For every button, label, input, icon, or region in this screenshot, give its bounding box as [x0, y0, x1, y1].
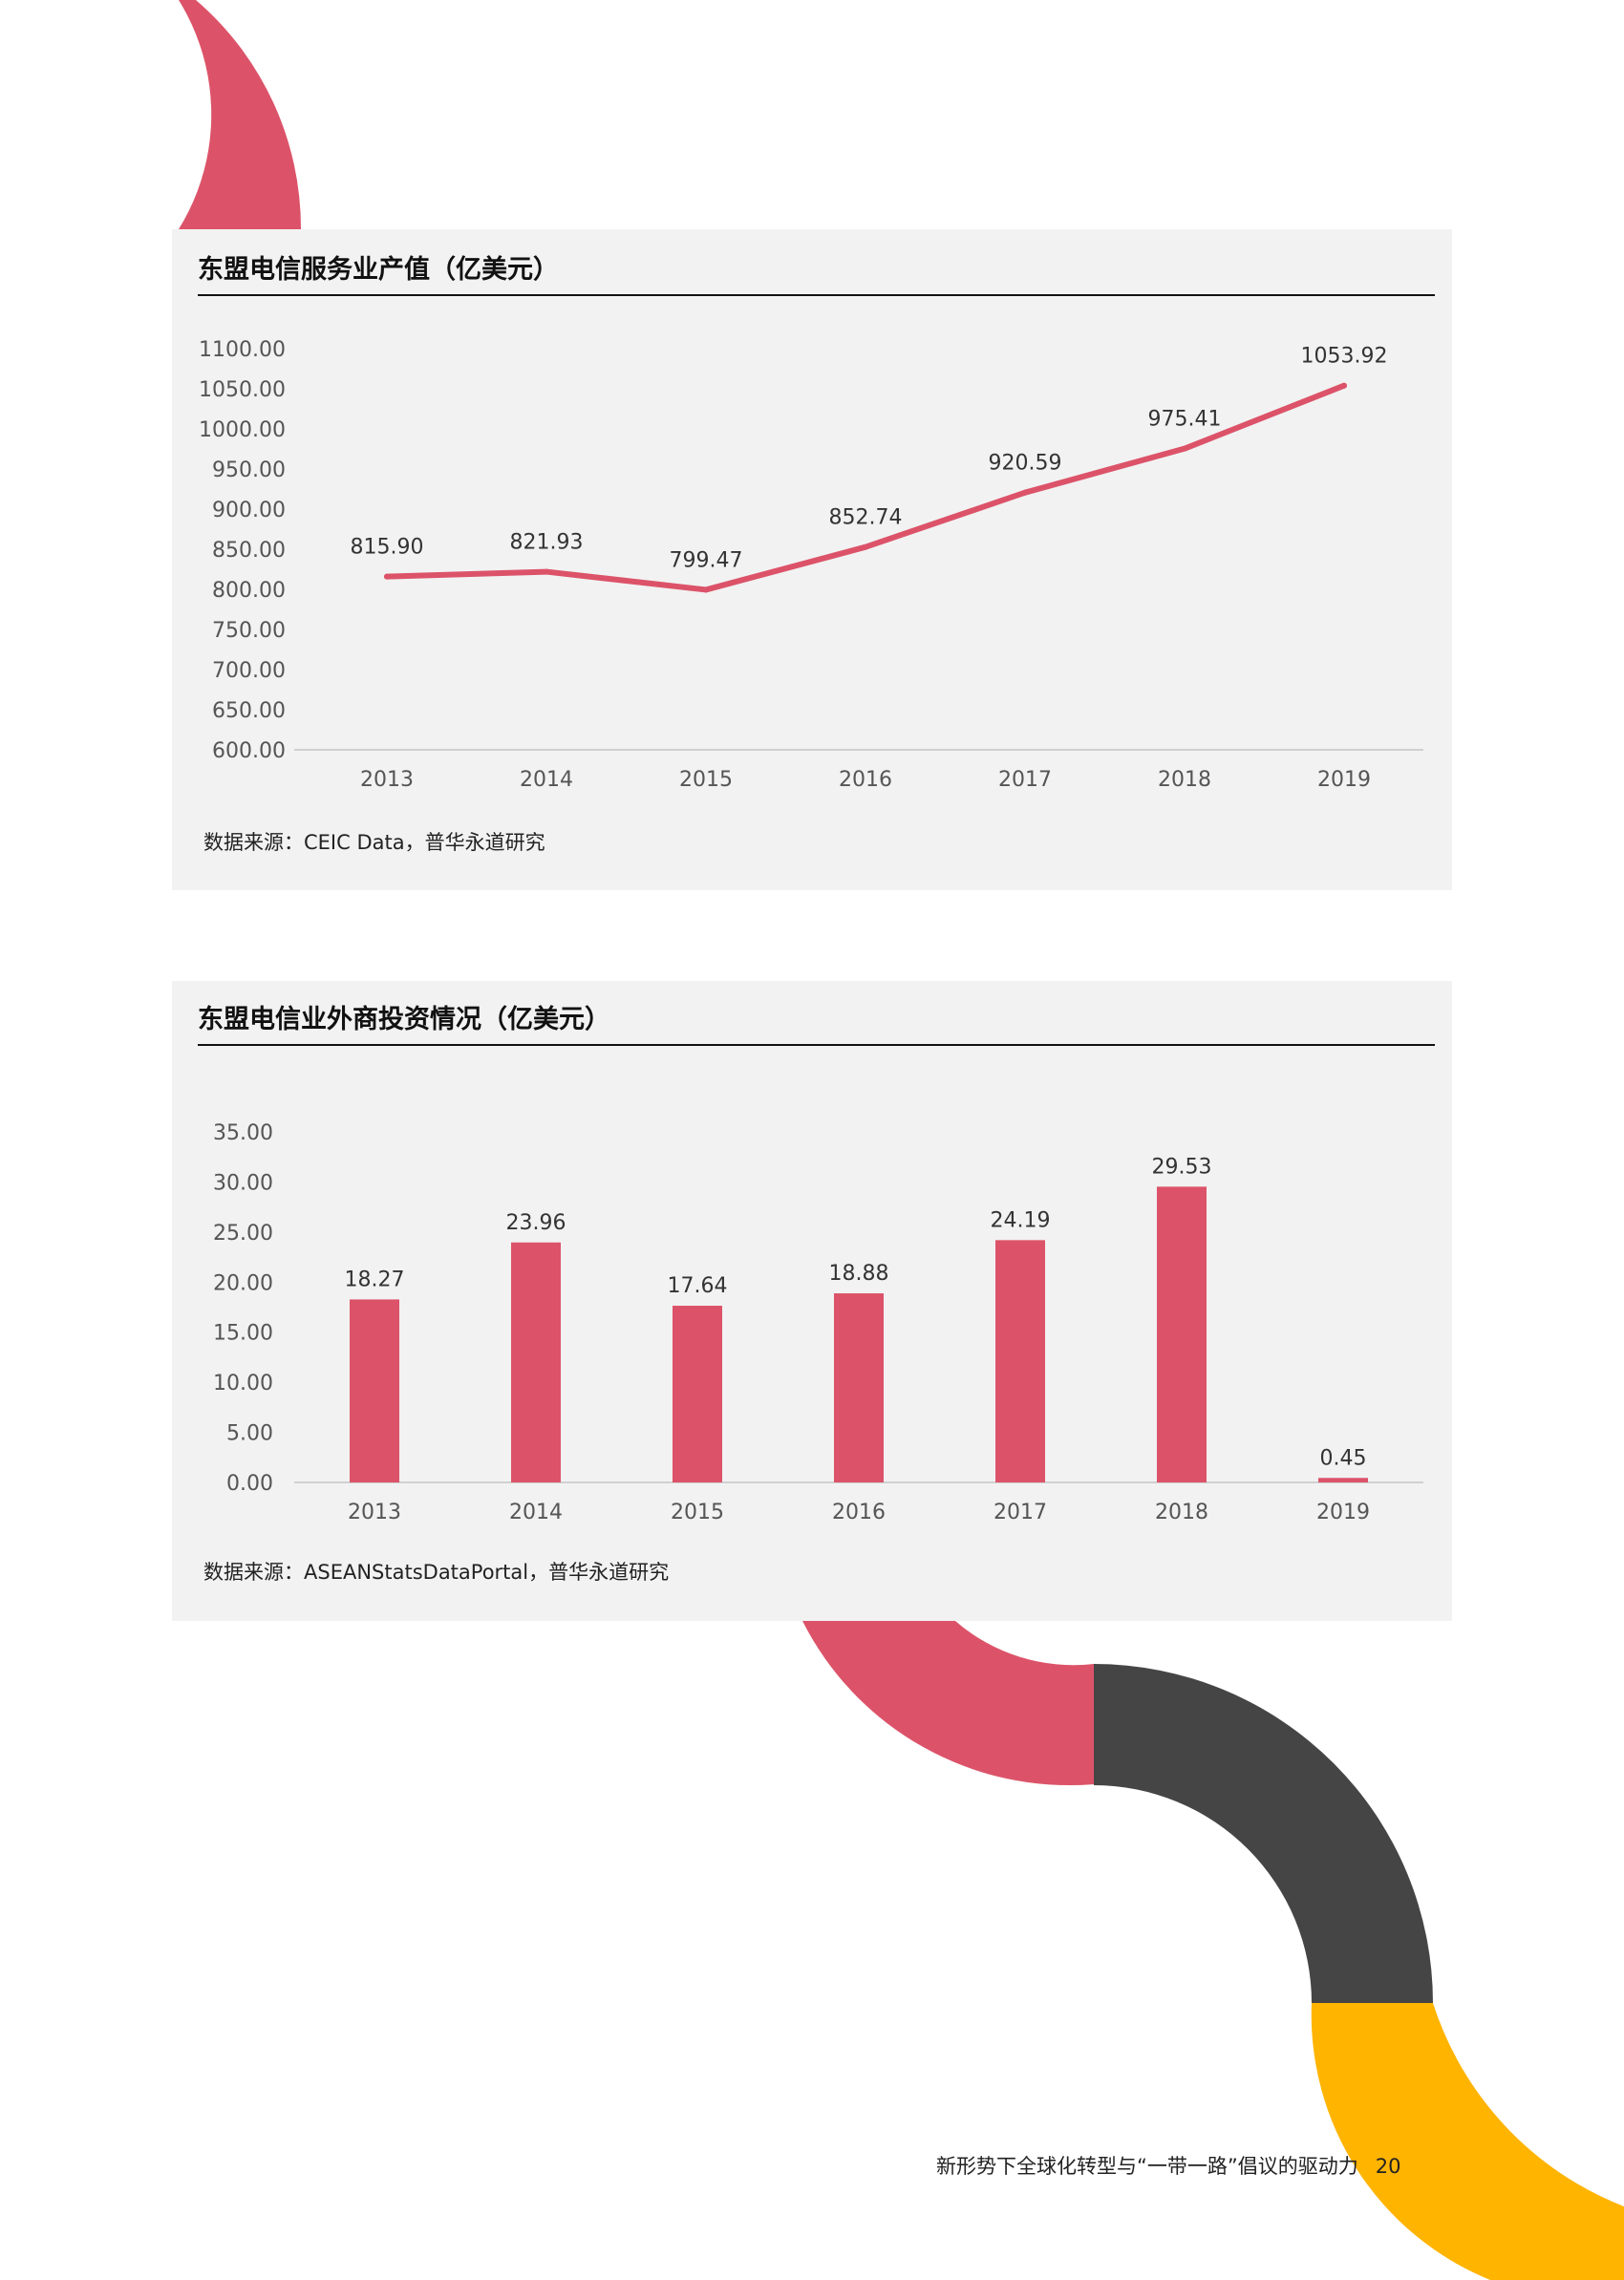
data-label: 18.88: [829, 1262, 889, 1286]
data-point: [703, 586, 709, 593]
y-tick-label: 30.00: [213, 1171, 273, 1195]
y-tick-label: 10.00: [213, 1372, 273, 1396]
bar-chart: 0.00 5.00 10.00 15.00 20.00 25.00 30.00 35.00 18…: [213, 1121, 1423, 1524]
data-label: 29.53: [1152, 1155, 1212, 1179]
y-tick-label: 850.00: [212, 539, 286, 563]
x-tick-label: 2014: [509, 1501, 563, 1524]
decor-arc-yellow: [1311, 2003, 1624, 2280]
bar-chart-panel: 东盟电信业外商投资情况（亿美元） 0.00 5.00 10.00 15.00 20.00…: [172, 981, 1452, 1621]
bar: [834, 1293, 884, 1482]
x-tick-label: 2016: [839, 768, 892, 792]
footer-text: 新形势下全球化转型与“一带一路”倡议的驱动力: [936, 2155, 1358, 2178]
page-number: 20: [1375, 2155, 1401, 2178]
x-tick-label: 2014: [520, 768, 573, 792]
data-label: 815.90: [351, 536, 424, 560]
x-tick-label: 2013: [360, 768, 414, 792]
data-label: 1053.92: [1301, 345, 1388, 369]
bar: [673, 1306, 722, 1482]
bar-chart-title: 东盟电信业外商投资情况（亿美元）: [198, 1002, 1435, 1046]
data-point: [1182, 445, 1187, 452]
data-point: [863, 543, 868, 550]
data-label: 821.93: [510, 531, 584, 555]
x-tick-label: 2019: [1317, 768, 1371, 792]
data-label: 18.27: [345, 1268, 405, 1291]
x-tick-label: 2016: [832, 1501, 886, 1524]
bar: [1157, 1186, 1207, 1482]
y-tick-label: 1100.00: [199, 338, 286, 362]
x-tick-label: 2018: [1155, 1501, 1208, 1524]
decor-arc-pink-bottom: [802, 1621, 1094, 1786]
data-label: 0.45: [1320, 1446, 1367, 1470]
y-tick-label: 650.00: [212, 699, 286, 723]
page-footer: 新形势下全球化转型与“一带一路”倡议的驱动力 20: [936, 2151, 1401, 2180]
data-label: 24.19: [991, 1208, 1051, 1232]
line-chart-panel: 东盟电信服务业产值（亿美元） 600.00 650.00 700.00 750.00 8…: [172, 229, 1452, 890]
x-tick-label: 2013: [348, 1501, 401, 1524]
y-tick-label: 35.00: [213, 1121, 273, 1145]
x-tick-label: 2015: [671, 1501, 724, 1524]
data-point: [384, 573, 390, 580]
bar: [1318, 1478, 1368, 1482]
y-tick-label: 800.00: [212, 579, 286, 603]
y-tick-label: 900.00: [212, 499, 286, 522]
y-tick-label: 15.00: [213, 1322, 273, 1346]
y-tick-label: 750.00: [212, 619, 286, 643]
y-tick-label: 25.00: [213, 1222, 273, 1246]
decor-arc-pink-top: [0, 0, 302, 229]
y-tick-label: 0.00: [226, 1472, 273, 1496]
data-label: 975.41: [1148, 408, 1222, 432]
x-tick-label: 2017: [994, 1501, 1047, 1524]
x-tick-label: 2017: [998, 768, 1052, 792]
y-tick-label: 1050.00: [199, 378, 286, 402]
y-tick-label: 1000.00: [199, 418, 286, 442]
y-tick-label: 600.00: [212, 739, 286, 763]
decor-arc-dark: [1094, 1664, 1433, 2003]
line-chart: 600.00 650.00 700.00 750.00 800.00 850.00 900.…: [199, 338, 1423, 792]
data-label: 920.59: [989, 452, 1062, 476]
bar: [995, 1240, 1045, 1482]
data-point: [544, 568, 549, 575]
data-point: [1341, 382, 1347, 389]
data-label: 17.64: [668, 1274, 728, 1298]
y-tick-label: 20.00: [213, 1271, 273, 1295]
data-point: [1022, 489, 1028, 496]
data-label: 23.96: [506, 1211, 566, 1235]
line-chart-source: 数据来源：CEIC Data，普华永道研究: [203, 831, 545, 854]
y-tick-label: 5.00: [226, 1422, 273, 1446]
x-tick-label: 2019: [1316, 1501, 1370, 1524]
bar-chart-source: 数据来源：ASEANStatsDataPortal，普华永道研究: [203, 1561, 670, 1584]
y-tick-label: 700.00: [212, 659, 286, 683]
data-label: 799.47: [670, 548, 743, 572]
y-tick-label: 950.00: [212, 458, 286, 482]
bar: [511, 1242, 561, 1482]
x-tick-label: 2015: [679, 768, 733, 792]
line-chart-title: 东盟电信服务业产值（亿美元）: [198, 252, 1435, 296]
data-label: 852.74: [829, 506, 903, 530]
x-tick-label: 2018: [1158, 768, 1211, 792]
bar: [350, 1299, 399, 1482]
